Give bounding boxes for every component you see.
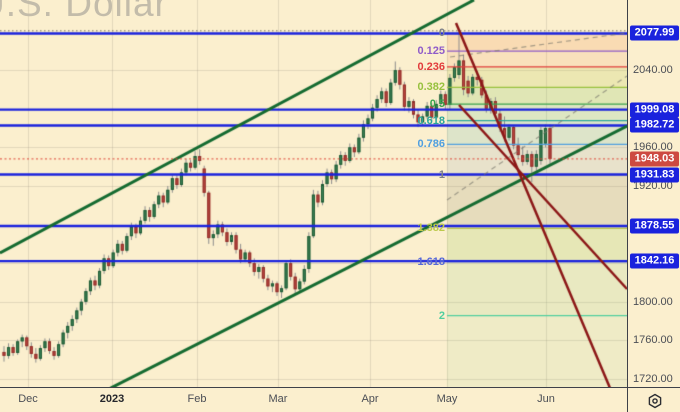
price-line-badge: 1842.16 xyxy=(630,253,679,269)
time-axis-label-Dec: Dec xyxy=(18,393,38,405)
time-axis-label-Mar: Mar xyxy=(268,393,288,405)
price-line-badge: 2077.99 xyxy=(630,25,679,41)
axis-settings-corner[interactable] xyxy=(627,387,680,412)
price-axis[interactable]: 2040.00 1960.00 1920.00 1800.00 1760.00 1720.… xyxy=(627,0,680,387)
time-axis-label-Feb: Feb xyxy=(187,393,207,405)
price-line-badge: 1931.83 xyxy=(630,167,679,183)
axis-settings-gear-icon[interactable] xyxy=(646,393,664,409)
current-price-badge: 1948.03 xyxy=(630,151,679,167)
time-axis-label-2023: 2023 xyxy=(99,393,125,405)
price-axis-label: 2040.00 xyxy=(633,64,673,77)
time-axis-label-May: May xyxy=(436,393,458,405)
price-axis-label: 1800.00 xyxy=(633,295,673,308)
price-line-badge: 1982.72 xyxy=(630,117,679,133)
price-axis-label: 1960.00 xyxy=(633,141,673,154)
price-line-badge: 1878.55 xyxy=(630,218,679,234)
price-pane-canvas[interactable] xyxy=(0,0,627,387)
time-axis-label-Apr: Apr xyxy=(361,393,379,405)
time-axis-label-Jun: Jun xyxy=(537,393,555,405)
price-axis-label: 1720.00 xyxy=(633,372,673,385)
time-axis[interactable]: Dec 2023 Feb Mar Apr May Jun xyxy=(0,387,680,412)
price-axis-label: 1760.00 xyxy=(633,334,673,347)
price-axis-label: 1920.00 xyxy=(633,179,673,192)
price-line-badge: 1999.08 xyxy=(630,102,679,118)
